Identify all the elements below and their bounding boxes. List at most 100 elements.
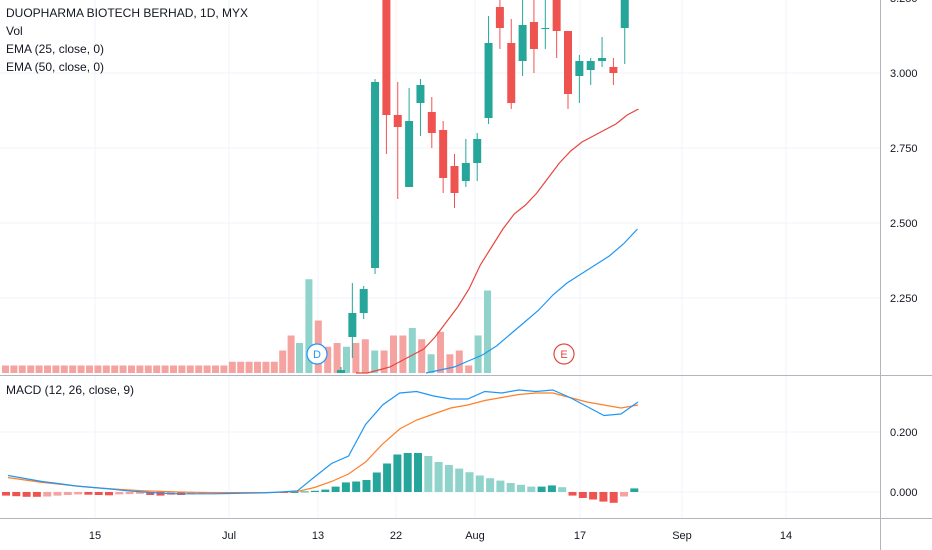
- volume-bar: [324, 346, 332, 373]
- volume-bar: [94, 365, 102, 373]
- macd-histogram-bar: [424, 456, 433, 492]
- volume-bar: [390, 335, 397, 373]
- macd-histogram-bar: [444, 465, 453, 492]
- grid: [0, 0, 880, 518]
- price-tick-label: 2.750: [890, 143, 918, 155]
- macd-histogram-bar: [146, 492, 155, 495]
- indicator-vol[interactable]: Vol: [6, 24, 23, 38]
- macd-histogram-bar: [12, 492, 21, 497]
- macd-histogram-bar: [84, 492, 93, 495]
- volume-bar: [474, 335, 482, 373]
- candle-body: [609, 67, 618, 73]
- volume-bar: [18, 365, 26, 373]
- volume-bar: [399, 335, 407, 373]
- macd-histogram-bar: [465, 472, 474, 492]
- candle-body: [371, 82, 380, 268]
- volume-bar: [52, 365, 60, 373]
- macd-histogram-bar: [599, 492, 608, 502]
- symbol-title[interactable]: DUOPHARMA BIOTECH BERHAD, 1D, MYX: [6, 6, 249, 20]
- macd-tick-label: 0.200: [890, 427, 918, 439]
- volume-bar: [465, 365, 473, 373]
- volume-bar: [455, 350, 463, 373]
- macd-histogram-bar: [32, 492, 41, 497]
- macd-histogram-bar: [135, 492, 144, 494]
- candle-body: [416, 85, 425, 103]
- time-tick-label: 14: [780, 530, 792, 542]
- macd-histogram-bar: [22, 492, 31, 497]
- macd-histogram-bar: [115, 492, 124, 495]
- volume-bar: [170, 365, 177, 373]
- candle-body: [450, 166, 459, 193]
- macd-histogram-bar: [517, 484, 525, 492]
- ema50-line: [425, 228, 638, 374]
- volume-bar: [352, 343, 360, 373]
- volume-bar: [254, 361, 261, 373]
- volume-bar: [35, 365, 43, 373]
- time-tick-label: Aug: [465, 530, 485, 542]
- macd-line: [7, 389, 639, 495]
- macd-histogram-bar: [290, 492, 299, 493]
- volume-bar: [427, 354, 435, 373]
- price-tick-label: 3.000: [890, 68, 918, 80]
- volume-bar: [144, 365, 152, 373]
- macd-histogram-bar: [558, 487, 567, 492]
- candle-body: [507, 43, 516, 103]
- macd-histogram-bar: [568, 492, 577, 496]
- time-tick-label: Sep: [672, 530, 692, 542]
- volume-bar: [186, 365, 194, 373]
- volume-bar: [228, 361, 236, 373]
- macd-histogram-bar: [352, 481, 361, 492]
- volume-bar: [128, 365, 135, 373]
- volume-bars: [2, 279, 491, 373]
- marker-circle: [306, 343, 328, 365]
- ema-lines: [356, 108, 639, 374]
- candles: [337, 0, 629, 373]
- macd-histogram-bar: [63, 492, 72, 495]
- volume-bar: [343, 346, 350, 373]
- marker-label: D: [313, 349, 321, 361]
- macd-histogram-bar: [94, 492, 103, 495]
- volume-bar: [203, 365, 211, 373]
- macd-pane: [2, 389, 639, 503]
- volume-bar: [418, 339, 426, 373]
- volume-bar: [245, 361, 253, 373]
- volume-bar: [305, 279, 313, 373]
- macd-histogram-bar: [434, 462, 443, 492]
- candle-body: [427, 112, 436, 133]
- macd-histogram-bar: [506, 483, 515, 492]
- indicator-ema50[interactable]: EMA (50, close, 0): [6, 60, 105, 74]
- marker-label: E: [560, 349, 567, 361]
- volume-bar: [27, 365, 35, 373]
- macd-histogram-bar: [455, 468, 464, 492]
- macd-histogram-bar: [125, 492, 134, 495]
- ema25-line: [356, 108, 639, 374]
- volume-bar: [111, 365, 119, 373]
- volume-bar: [178, 365, 186, 373]
- candle-body: [541, 28, 550, 29]
- volume-bar: [102, 365, 110, 373]
- price-tick-label: 2.250: [890, 293, 918, 305]
- candle-body: [564, 31, 572, 94]
- marker-circle: [553, 343, 575, 365]
- macd-legend[interactable]: MACD (12, 26, close, 9): [6, 383, 135, 397]
- volume-bar: [195, 365, 203, 373]
- time-tick-label: Jul: [222, 530, 236, 542]
- macd-histogram-bar: [630, 488, 639, 492]
- macd-histogram-bar: [331, 486, 340, 492]
- candle-body: [359, 289, 368, 313]
- volume-bar: [153, 365, 161, 373]
- volume-bar: [60, 365, 68, 373]
- macd-histogram-bar: [311, 490, 319, 492]
- time-tick-label: 22: [390, 530, 402, 542]
- indicator-ema25[interactable]: EMA (25, close, 0): [6, 42, 105, 56]
- volume-bar: [437, 331, 444, 373]
- volume-bar: [212, 365, 219, 373]
- volume-bar: [77, 365, 85, 373]
- macd-histogram-bar: [578, 492, 587, 498]
- price-tick-label: 2.500: [890, 218, 918, 230]
- candle-body: [552, 0, 561, 31]
- candle-body: [393, 115, 402, 127]
- volume-bar: [69, 365, 77, 373]
